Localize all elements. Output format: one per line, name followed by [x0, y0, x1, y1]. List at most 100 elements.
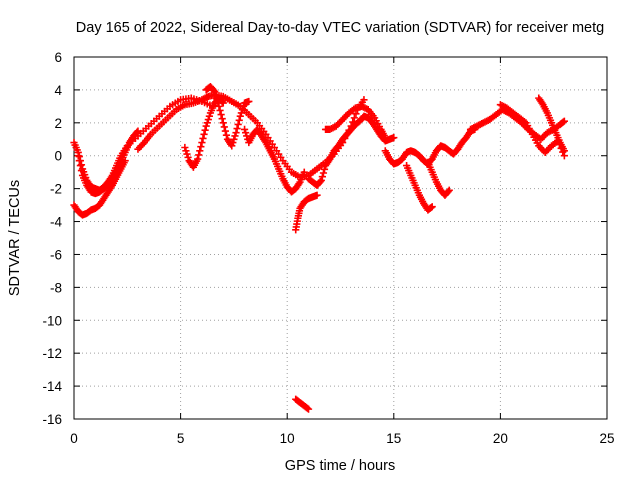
y-tick-label: 4 [54, 83, 62, 98]
y-tick-label: -4 [50, 215, 62, 230]
data-point [228, 142, 236, 150]
data-point [445, 186, 453, 194]
data-point [194, 155, 202, 163]
data-point [381, 134, 389, 142]
data-point [75, 157, 83, 165]
x-tick-label: 15 [386, 431, 401, 446]
data-point [213, 95, 221, 103]
data-point [215, 102, 223, 110]
y-tick-label: -10 [42, 313, 62, 328]
data-point [195, 151, 203, 159]
y-tick-label: 2 [54, 116, 62, 131]
data-point [237, 109, 245, 117]
data-point [300, 168, 308, 176]
data-point [218, 115, 226, 123]
data-point [239, 102, 248, 110]
plot-frame [73, 56, 608, 420]
data-point [560, 117, 568, 125]
y-tick-label: 6 [54, 50, 62, 65]
data-point [196, 147, 204, 155]
data-point [220, 123, 228, 131]
data-point [235, 116, 243, 124]
data-point [204, 115, 212, 124]
data-point [221, 127, 229, 135]
data-point [76, 162, 84, 170]
series-arc-c [74, 127, 142, 198]
data-point [182, 147, 190, 155]
data-point [242, 129, 250, 137]
data-point [199, 134, 207, 143]
data-point [214, 99, 222, 107]
data-point [74, 152, 82, 160]
data-point [313, 191, 321, 199]
y-axis-label: SDTVAR / TECUs [7, 180, 23, 296]
data-point [231, 132, 239, 140]
x-tick-label: 5 [177, 431, 185, 446]
y-tick-label: -6 [50, 247, 62, 262]
data-point [317, 176, 325, 185]
data-point [183, 150, 191, 158]
data-point [444, 187, 452, 196]
data-point [360, 96, 368, 104]
data-point [303, 404, 312, 412]
data-point [240, 125, 249, 133]
data-point [212, 91, 220, 99]
y-tick-label: -14 [42, 379, 62, 394]
data-point [211, 87, 219, 96]
data-point [559, 118, 567, 126]
data-point [77, 166, 86, 175]
x-tick-label: 25 [599, 431, 614, 446]
data-point [318, 173, 326, 181]
data-point [200, 130, 208, 138]
series-arc-f [202, 83, 253, 150]
series-arc-b [70, 157, 129, 219]
series-arc-m [402, 162, 436, 214]
data-point [390, 134, 398, 142]
data-point [229, 138, 237, 147]
data-point [245, 97, 253, 106]
data-point [320, 165, 329, 173]
data-point [316, 178, 324, 186]
data-point [218, 98, 226, 106]
axis-ticks: 0 5 10 15 20 25 -16 -14 -12 -10 -8 -6 -4 -2 0 2 4 6 [42, 50, 614, 446]
data-point [205, 112, 213, 120]
data-point [427, 203, 435, 212]
y-tick-label: 0 [54, 149, 62, 164]
series-arc-q [535, 94, 568, 155]
data-point [219, 119, 227, 127]
data-point [236, 112, 244, 120]
series-arc-h [292, 191, 321, 234]
x-tick-label: 10 [280, 431, 295, 446]
data-point [202, 122, 210, 130]
data-point [232, 129, 240, 137]
y-tick-label: -2 [50, 182, 62, 197]
data-point [216, 106, 224, 115]
data-point [133, 128, 141, 136]
data-point [319, 169, 328, 177]
data-point [181, 143, 189, 152]
data-point [184, 153, 192, 161]
series-arc-d [134, 91, 368, 181]
data-point [197, 143, 205, 151]
y-tick-label: -12 [42, 346, 62, 361]
chart-title: Day 165 of 2022, Sidereal Day-to-day VTE… [76, 20, 604, 36]
series-arc-l [381, 125, 479, 168]
data-point [520, 117, 528, 126]
data-point [217, 110, 225, 119]
x-tick-label: 20 [493, 431, 508, 446]
series-arc-g [240, 125, 308, 196]
data-point [210, 86, 218, 94]
data-point [428, 203, 436, 211]
data-point [234, 120, 242, 129]
data-point [350, 114, 358, 122]
data-point [304, 405, 313, 413]
grid-lines [74, 57, 607, 419]
series-arc-n [424, 158, 453, 199]
data-point [134, 127, 142, 135]
x-tick-label: 0 [70, 431, 78, 446]
data-point [222, 131, 231, 139]
data-point [233, 124, 241, 133]
data-point [198, 138, 206, 147]
data-point [238, 106, 247, 114]
